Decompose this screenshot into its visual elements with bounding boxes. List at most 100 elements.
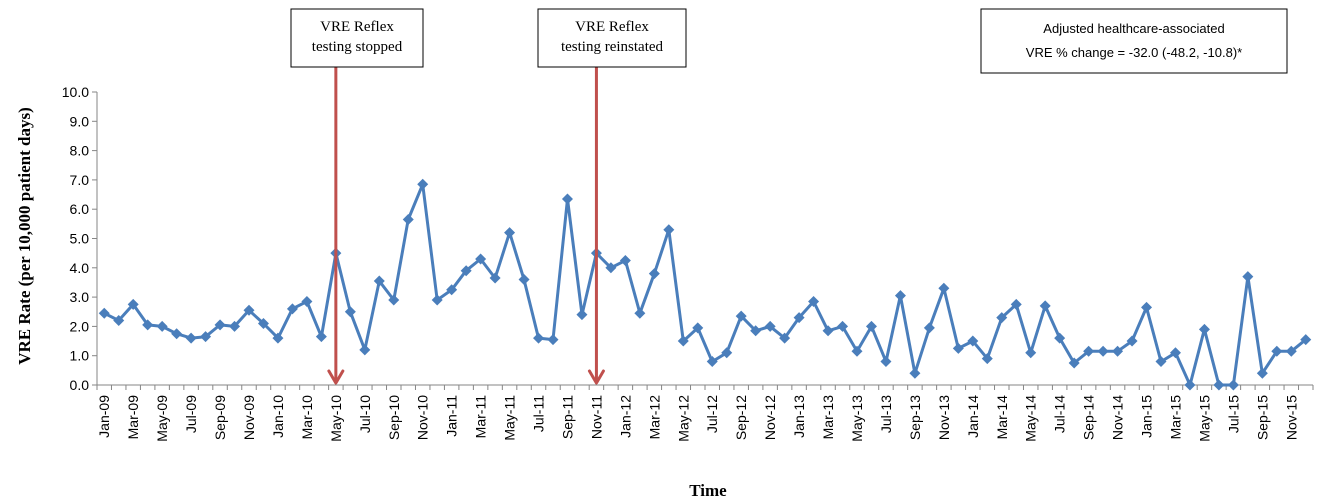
x-tick-label: Mar-15 — [1167, 395, 1183, 440]
data-point — [605, 262, 617, 274]
x-tick-label: Mar-11 — [473, 395, 489, 439]
data-point — [677, 335, 689, 347]
data-point — [1242, 271, 1254, 283]
data-point — [561, 193, 573, 205]
x-tick-label: Jul-09 — [183, 395, 199, 433]
x-tick-label: Nov-15 — [1283, 395, 1299, 440]
data-point — [113, 315, 125, 327]
x-tick-label: Jan-12 — [617, 395, 633, 438]
x-tick-label: Jan-11 — [444, 395, 460, 437]
data-point — [923, 322, 935, 334]
data-point — [1213, 379, 1225, 391]
x-tick-label: Mar-12 — [646, 395, 662, 440]
x-tick-label: Jul-13 — [878, 395, 894, 433]
x-axis-title: Time — [689, 481, 727, 500]
data-point — [981, 353, 993, 365]
y-tick-label: 2.0 — [70, 318, 90, 334]
data-point — [1227, 379, 1239, 391]
data-point — [1271, 345, 1283, 357]
x-tick-label: Jul-10 — [357, 395, 373, 433]
y-tick-label: 7.0 — [70, 172, 90, 188]
series-line — [103, 182, 1307, 387]
data-point — [1068, 357, 1080, 369]
y-tick-label: 5.0 — [70, 231, 90, 247]
data-point — [1169, 347, 1181, 359]
data-point — [214, 319, 226, 331]
data-point — [851, 345, 863, 357]
x-tick-label: Sep-13 — [907, 395, 923, 440]
x-tick-label: Mar-13 — [820, 395, 836, 440]
data-point — [359, 344, 371, 356]
x-tick-label: Jan-14 — [965, 395, 981, 438]
data-point — [1285, 345, 1297, 357]
intervention-arrow-head — [587, 369, 605, 385]
data-point — [735, 310, 747, 322]
y-tick-label: 4.0 — [70, 260, 90, 276]
series-vre-rate — [98, 178, 1312, 391]
data-point — [504, 227, 516, 239]
x-tick-label: Nov-14 — [1110, 395, 1126, 440]
x-tick-label: Nov-10 — [415, 395, 431, 440]
x-tick-label: Sep-11 — [559, 395, 575, 439]
data-point — [837, 320, 849, 332]
y-tick-label: 10.0 — [62, 84, 89, 100]
intervention-arrows — [327, 67, 605, 385]
data-point — [460, 265, 472, 277]
data-point — [315, 331, 327, 343]
data-point — [1155, 356, 1167, 368]
annotation-stopped-line1: VRE Reflex — [320, 19, 394, 35]
data-point — [764, 320, 776, 332]
data-point — [98, 307, 110, 319]
x-tick-label: Nov-13 — [936, 395, 952, 440]
data-point — [1184, 379, 1196, 391]
x-tick-label: Jul-15 — [1225, 395, 1241, 433]
data-point — [229, 320, 241, 332]
data-point — [880, 356, 892, 368]
y-axis-title: VRE Rate (per 10,000 patient days) — [15, 107, 34, 365]
x-tick-label: May-14 — [1023, 395, 1039, 442]
data-point — [1025, 347, 1037, 359]
annotation-box-stopped: VRE Reflex testing stopped — [290, 8, 424, 68]
data-point — [865, 320, 877, 332]
data-point — [576, 309, 588, 321]
x-tick-label: Sep-10 — [386, 395, 402, 440]
data-point — [388, 294, 400, 306]
x-tick-label: May-15 — [1196, 395, 1212, 442]
x-tick-label: Mar-09 — [125, 395, 141, 440]
x-tick-label: Jan-13 — [791, 395, 807, 438]
data-point — [648, 268, 660, 280]
data-point — [431, 294, 443, 306]
data-point — [1097, 345, 1109, 357]
x-tick-label: Jan-15 — [1139, 395, 1155, 438]
data-point — [967, 335, 979, 347]
x-tick-label: Mar-10 — [299, 395, 315, 440]
data-point — [1198, 323, 1210, 335]
x-tick-label: May-12 — [675, 395, 691, 442]
intervention-arrow-head — [327, 369, 345, 385]
data-point — [909, 367, 921, 379]
data-point — [446, 284, 458, 296]
y-tick-label: 1.0 — [70, 348, 90, 364]
x-tick-label: May-13 — [849, 395, 865, 442]
data-point — [996, 312, 1008, 324]
data-point — [142, 319, 154, 331]
data-point — [547, 334, 559, 346]
data-point — [1300, 334, 1312, 346]
result-line2: VRE % change = -32.0 (-48.2, -10.8)* — [1026, 45, 1242, 60]
data-point — [1083, 345, 1095, 357]
x-tick-label: Jul-11 — [531, 395, 547, 432]
data-point — [402, 213, 414, 225]
data-point — [793, 312, 805, 324]
result-line1: Adjusted healthcare-associated — [1043, 21, 1224, 36]
data-point — [533, 332, 545, 344]
data-point — [489, 272, 501, 284]
annotation-box-reinstated: VRE Reflex testing reinstated — [537, 8, 687, 68]
data-point — [692, 322, 704, 334]
y-tick-label: 6.0 — [70, 201, 90, 217]
data-point — [1141, 301, 1153, 313]
annotation-reinstated-line2: testing reinstated — [561, 39, 664, 55]
data-point — [171, 328, 183, 340]
data-point — [1039, 300, 1051, 312]
result-box: Adjusted healthcare-associated VRE % cha… — [980, 8, 1288, 74]
